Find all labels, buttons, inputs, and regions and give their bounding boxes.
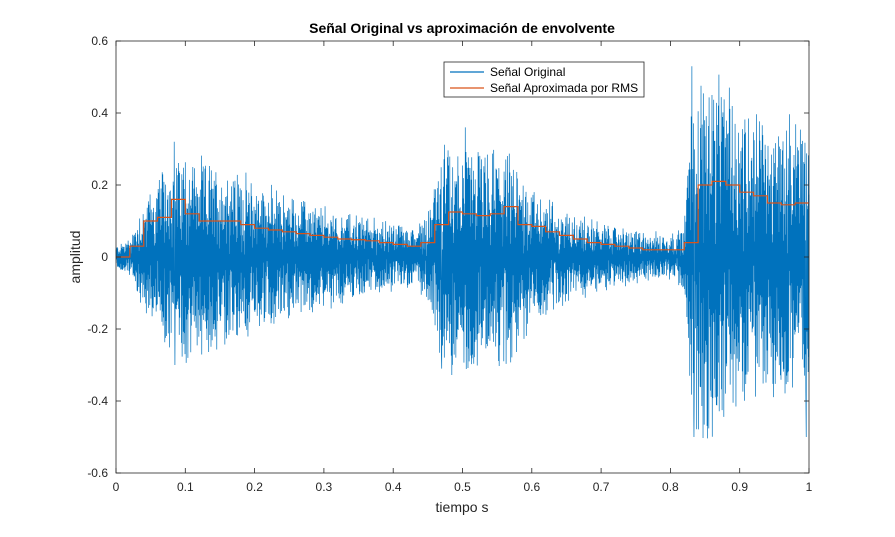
legend-box xyxy=(443,61,645,98)
x-tick-label: 0.7 xyxy=(593,480,610,494)
signal-layer xyxy=(115,66,810,439)
x-tick-label: 0.3 xyxy=(316,480,333,494)
x-tick-label: 0.1 xyxy=(177,480,194,494)
rms-layer xyxy=(116,180,809,258)
y-tick-label: -0.4 xyxy=(87,394,108,408)
y-tick-label: -0.6 xyxy=(87,466,108,480)
x-axis: 0 0.1 0.2 0.3 0.4 0.5 0.6 0.7 0.8 0.9 1 xyxy=(113,41,813,494)
y-tick-label: 0.4 xyxy=(91,106,108,120)
x-tick-label: 0.9 xyxy=(731,480,748,494)
x-tick-label: 0 xyxy=(113,480,120,494)
y-tick-label: 0.2 xyxy=(91,178,108,192)
legend: Señal Original Señal Aproximada por RMS xyxy=(443,61,645,98)
y-tick-label: 0 xyxy=(101,250,108,264)
y-axis: -0.6 -0.4 -0.2 0 0.2 0.4 0.6 xyxy=(87,34,809,480)
x-tick-label: 0.6 xyxy=(523,480,540,494)
legend-label-original: Señal Original xyxy=(490,65,565,79)
x-tick-label: 0.5 xyxy=(454,480,471,494)
y-tick-label: 0.6 xyxy=(91,34,108,48)
x-tick-label: 1 xyxy=(806,480,813,494)
x-tick-label: 0.4 xyxy=(385,480,402,494)
x-axis-label: tiempo s xyxy=(436,499,489,515)
series-rms-line xyxy=(116,180,809,258)
chart-title: Señal Original vs aproximación de envolv… xyxy=(309,20,615,36)
y-axis-label: amplitud xyxy=(67,231,83,284)
x-tick-label: 0.2 xyxy=(246,480,263,494)
x-tick-label: 0.8 xyxy=(662,480,679,494)
series-original-line xyxy=(115,66,810,439)
legend-label-rms: Señal Aproximada por RMS xyxy=(490,81,638,95)
y-tick-label: -0.2 xyxy=(87,322,108,336)
